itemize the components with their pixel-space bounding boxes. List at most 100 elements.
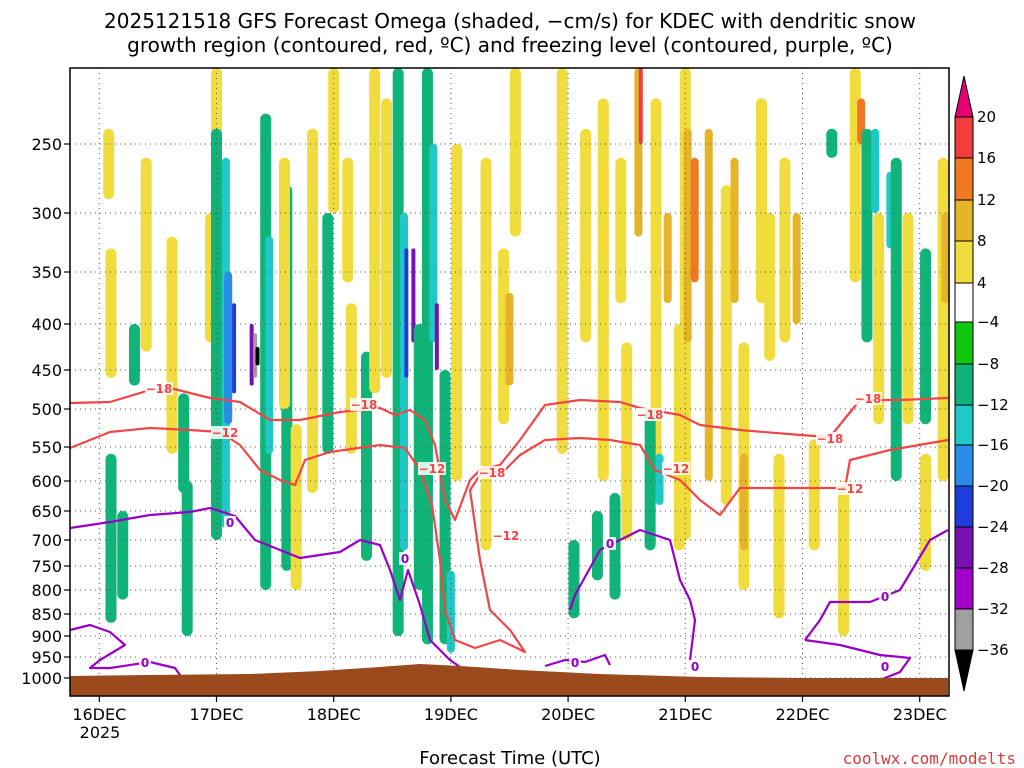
colorbar-label: 8 (977, 232, 987, 250)
contour-label: 0 (881, 660, 889, 674)
y-tick-label: 1000 (21, 669, 62, 688)
omega-cell (655, 453, 664, 505)
y-tick-label: 250 (31, 135, 62, 154)
omega-cell (509, 68, 521, 237)
omega-cell (764, 213, 776, 361)
omega-cell (181, 481, 193, 636)
omega-cell (103, 128, 115, 200)
x-tick-label: 22DEC (776, 705, 830, 724)
colorbar-bottom-arrow (954, 649, 974, 692)
colorbar-swatch (954, 321, 974, 365)
y-tick-label: 700 (31, 531, 62, 550)
omega-cell (265, 236, 274, 454)
contour-label-bg (879, 660, 891, 673)
omega-cell (429, 144, 438, 343)
omega-cell (105, 453, 117, 623)
y-tick-label: 600 (31, 472, 62, 491)
colorbar-label: −12 (977, 396, 1009, 414)
contour-line-freezing-2 (70, 623, 181, 676)
colorbar-label: −8 (977, 355, 999, 373)
omega-cell (342, 157, 354, 283)
y-tick-label: 450 (31, 361, 62, 380)
colorbar-swatch (954, 199, 974, 242)
colorbar-swatch (954, 404, 974, 446)
colorbar-label: −16 (977, 436, 1009, 454)
contour-label: −18 (817, 432, 844, 446)
contour-label: 0 (691, 660, 699, 674)
x-axis-title: Forecast Time (UTC) (419, 748, 600, 768)
omega-cell (597, 98, 609, 482)
colorbar-label: −20 (977, 477, 1009, 495)
y-tick-label: 550 (31, 438, 62, 457)
omega-cell (290, 424, 302, 590)
omega-cell (941, 213, 949, 304)
contour-label-bg (478, 466, 506, 479)
contour-label: 0 (226, 516, 234, 530)
colorbar-label: 4 (977, 274, 987, 292)
omega-cell (380, 98, 392, 378)
contour-label-bg (636, 408, 664, 421)
omega-cell (808, 439, 820, 551)
contour-label-bg (879, 590, 891, 603)
omega-cell (937, 157, 949, 482)
omega-cell (580, 128, 592, 343)
omega-cell (650, 98, 662, 468)
x-tick-label: 18DEC (307, 705, 361, 724)
omega-cell (128, 324, 140, 386)
credit-text: coolwx.com/modelts (843, 749, 1016, 768)
contour-label: 0 (606, 537, 614, 551)
contour-label: −18 (146, 382, 173, 396)
contour-label-bg (604, 537, 616, 550)
omega-cell (105, 248, 117, 378)
omega-cell (704, 128, 713, 482)
contour-label: −12 (493, 529, 520, 543)
omega-cell (556, 68, 568, 454)
contour-label-bg (492, 529, 520, 542)
omega-cell (621, 342, 633, 540)
contour-line-freezing-1 (70, 506, 461, 668)
contour-label: 0 (571, 656, 579, 670)
omega-cell (140, 157, 152, 352)
contour-label: 0 (401, 552, 409, 566)
omega-cell (345, 303, 357, 454)
contour-label-bg (139, 656, 151, 669)
omega-cell (615, 157, 627, 304)
omega-cell (278, 157, 290, 409)
omega-cell (568, 540, 580, 619)
omega-cell (792, 213, 801, 324)
contour-label: −12 (212, 426, 239, 440)
contour-label-bg (689, 660, 701, 673)
y-tick-label: 800 (31, 581, 62, 600)
colorbar-swatch (954, 526, 974, 569)
x-tick-label: 19DEC (424, 705, 478, 724)
omega-cell (591, 511, 603, 581)
omega-cell (663, 213, 672, 304)
colorbar-label: −4 (977, 313, 999, 331)
colorbar-label: −32 (977, 600, 1009, 618)
contour-label: −12 (837, 482, 864, 496)
omega-cell (861, 128, 873, 343)
colorbar-swatch (954, 567, 974, 610)
y-tick-label: 500 (31, 400, 62, 419)
y-axis: 250 300 350 400 450 500 550 600 650 700 750 800 850 9… (21, 135, 70, 688)
colorbar-swatch (954, 282, 974, 323)
contour-label: 0 (141, 656, 149, 670)
contour-label: −12 (663, 462, 690, 476)
x-axis: 16DEC 17DEC 18DEC 19DEC 20DEC 21DEC 22DEC 23DEC (72, 696, 947, 724)
omega-cell (117, 511, 129, 600)
y-tick-label: 650 (31, 502, 62, 521)
x-tick-label: 23DEC (893, 705, 947, 724)
omega-cell (253, 333, 258, 378)
colorbar-label: 20 (977, 108, 996, 126)
omega-cell (434, 303, 439, 370)
contour-line-freezing-3 (544, 653, 611, 668)
y-tick-label: 750 (31, 557, 62, 576)
contour-label: −18 (855, 392, 882, 406)
x-tick-label: 17DEC (190, 705, 244, 724)
omega-cell (369, 68, 381, 394)
omega-cell (328, 68, 340, 213)
contour-label-bg (569, 656, 581, 669)
terrain (70, 664, 948, 696)
contour-label: −18 (637, 408, 664, 422)
